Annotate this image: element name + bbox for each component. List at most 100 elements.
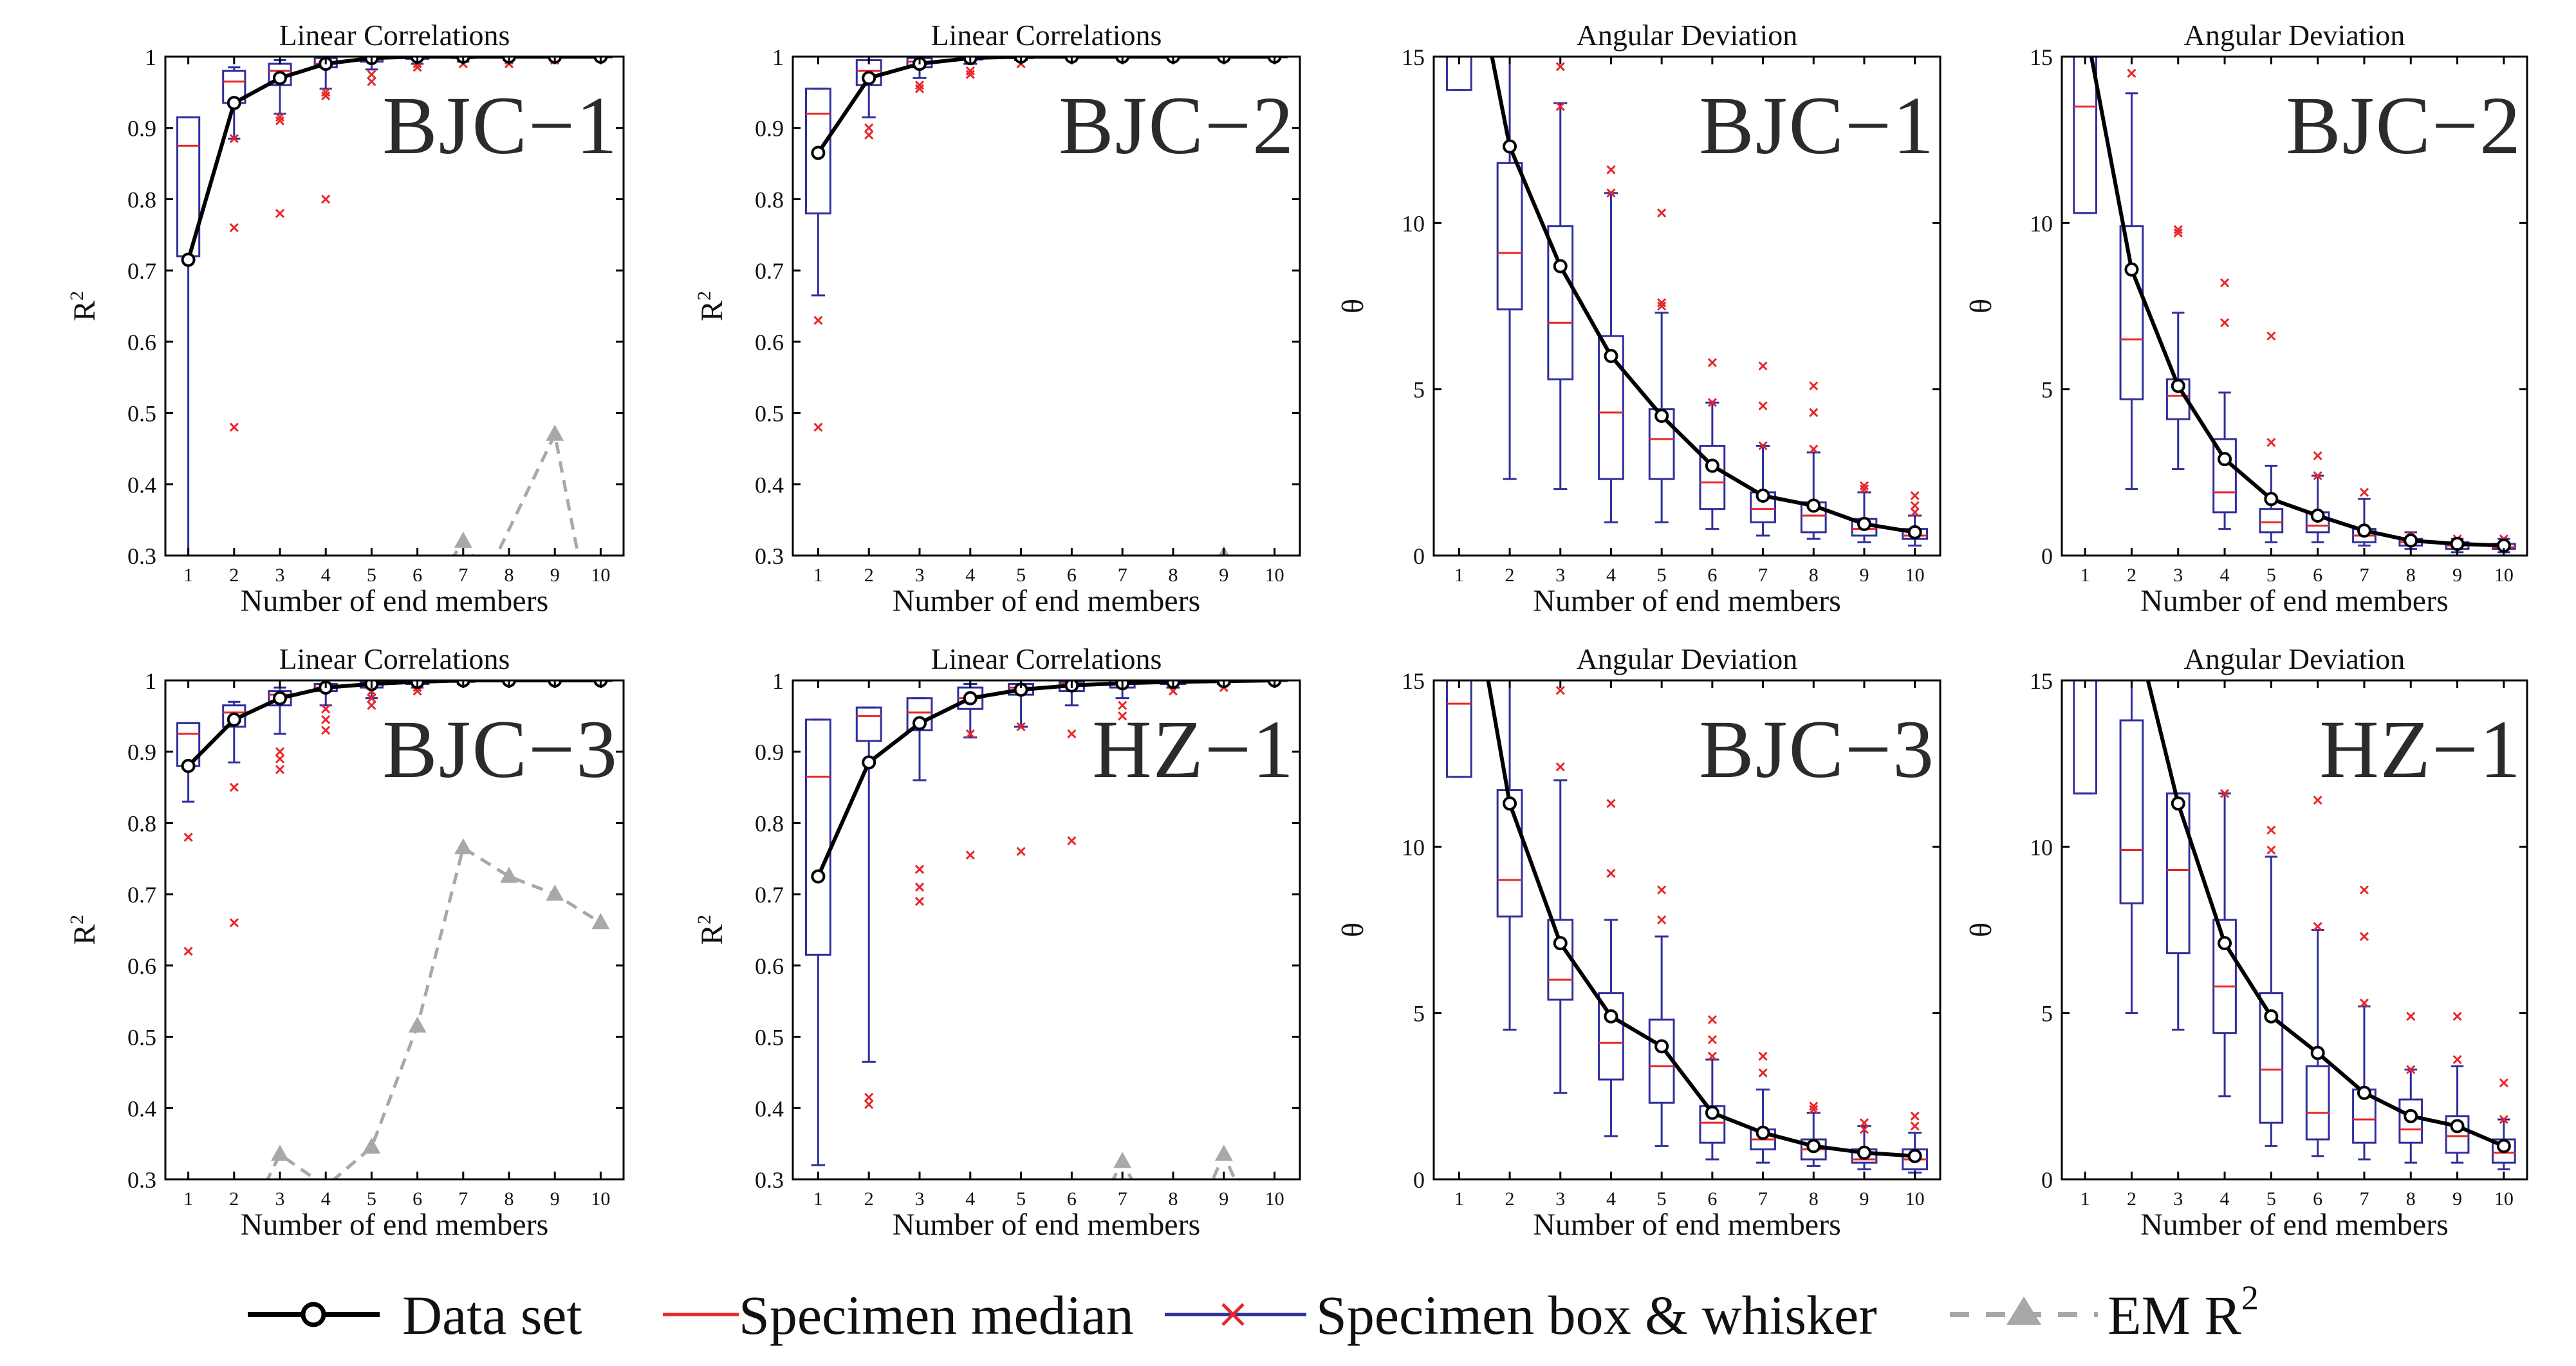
y-axis-label: θ — [1336, 922, 1370, 937]
outlier-point — [2359, 885, 2369, 895]
box-iqr — [1648, 1018, 1675, 1104]
x-tick-label: 6 — [2313, 1188, 2322, 1210]
em-r2-line — [266, 845, 602, 1179]
outlier-point — [275, 209, 285, 218]
y-tick-label: 15 — [2030, 668, 2053, 694]
outlier-point — [2359, 931, 2369, 941]
dataset-point — [811, 145, 826, 160]
x-tick-label: 8 — [1169, 565, 1178, 586]
y-tick-label: 0.8 — [755, 187, 784, 212]
dataset-name-label: HZ−1 — [1092, 704, 1295, 795]
panel-title: Linear Correlations — [279, 642, 510, 675]
panel-title: Linear Correlations — [931, 642, 1162, 675]
box-plot — [2305, 929, 2330, 1157]
plot-frame — [1432, 679, 1941, 1181]
y-tick-label: 0.5 — [127, 1025, 156, 1051]
outlier-point — [1606, 868, 1616, 878]
y-tick-label: 0 — [2041, 1167, 2053, 1193]
outlier-point — [2266, 438, 2276, 447]
box-iqr — [2305, 1065, 2330, 1141]
y-axis-label: θ — [1336, 299, 1370, 313]
y-tick-label: 0 — [2041, 543, 2053, 569]
outlier-point — [864, 1099, 874, 1109]
outlier-point — [1657, 885, 1667, 895]
box-iqr — [1445, 680, 1472, 778]
y-tick-label: 0.6 — [127, 953, 156, 979]
box-iqr — [2165, 792, 2191, 955]
outlier-point — [965, 70, 975, 79]
box-iqr — [2398, 1098, 2423, 1144]
dataset-name-label: HZ−1 — [2319, 704, 2522, 795]
box-iqr — [1445, 57, 1472, 91]
x-tick-label: 3 — [2173, 1188, 2183, 1210]
dataset-name-label: BJC−3 — [1699, 704, 1935, 795]
y-tick-label: 15 — [2030, 44, 2053, 70]
outlier-point — [2359, 487, 2369, 497]
box-plot — [2119, 92, 2144, 491]
em-r2-point — [546, 424, 564, 441]
x-tick-label: 5 — [1016, 1188, 1026, 1210]
y-tick-label: 0.9 — [755, 740, 784, 765]
x-tick-label: 2 — [1505, 565, 1515, 586]
box-iqr — [804, 718, 831, 956]
box-iqr — [1496, 789, 1523, 918]
box-plot — [1547, 779, 1574, 1094]
outlier-point — [1606, 799, 1616, 809]
y-tick-label: 0.6 — [755, 953, 784, 979]
x-tick-label: 9 — [1219, 1188, 1228, 1210]
y-tick-label: 0.8 — [127, 810, 156, 836]
x-tick-label: 3 — [1555, 1188, 1565, 1210]
box-plot — [2119, 680, 2144, 1015]
em-r2-point — [271, 1145, 289, 1161]
box-iqr — [804, 88, 831, 215]
chart-panel-7: 0 5 10 15 1 2 3 4 5 6 7 8 9 10 Angular Deviation Number… — [1336, 642, 1941, 1242]
x-tick-label: 10 — [2494, 565, 2514, 586]
plot-area — [1445, 680, 1929, 1174]
x-tick-label: 1 — [813, 1188, 823, 1210]
outlier-point — [1758, 441, 1768, 451]
dataset-point — [862, 71, 876, 86]
x-tick-label: 7 — [1118, 565, 1127, 586]
x-tick-label: 1 — [183, 1188, 193, 1210]
box-plot — [222, 700, 246, 763]
outlier-point — [864, 130, 874, 140]
legend-median-label: Specimen median — [739, 1284, 1134, 1346]
outlier-point — [965, 729, 975, 739]
outlier-point — [1859, 481, 1869, 491]
outlier-point — [1809, 1105, 1819, 1114]
x-tick-label: 5 — [2266, 1188, 2276, 1210]
y-axis-label: R2 — [694, 915, 729, 945]
outlier-point — [1067, 836, 1077, 846]
y-tick-label: 0.9 — [127, 116, 156, 142]
outlier-point — [1657, 208, 1667, 218]
box-iqr — [2212, 438, 2237, 514]
y-tick-label: 0.5 — [127, 401, 156, 427]
outlier-point — [2452, 1054, 2462, 1065]
y-tick-label: 0.4 — [755, 1096, 784, 1121]
x-tick-label: 2 — [2127, 565, 2136, 586]
x-tick-label: 5 — [367, 565, 376, 586]
outlier-point — [2219, 789, 2230, 798]
dataset-line — [2145, 680, 2505, 1148]
box-iqr — [2259, 992, 2284, 1124]
outlier-point — [914, 883, 925, 892]
em-r2-point — [1113, 1152, 1132, 1168]
plot-frame — [164, 55, 625, 557]
box-plot — [804, 718, 831, 1166]
outlier-point — [229, 422, 239, 432]
legend-box-outlier-marker — [1221, 1303, 1245, 1326]
y-tick-label: 0.9 — [755, 116, 784, 142]
dataset-point — [181, 252, 196, 267]
outlier-point — [275, 116, 285, 126]
y-tick-label: 0.6 — [755, 330, 784, 355]
x-axis-label: Number of end members — [1533, 584, 1841, 618]
legend-box-label: Specimen box & whisker — [1316, 1284, 1877, 1346]
box-plot — [1800, 451, 1827, 540]
x-tick-label: 7 — [1758, 565, 1768, 586]
em-r2-point — [408, 1016, 427, 1033]
dataset-point — [1705, 1105, 1719, 1120]
x-tick-label: 1 — [1454, 1188, 1464, 1210]
plot-frame — [1432, 55, 1941, 557]
outlier-point — [813, 422, 823, 432]
outlier-point — [2499, 1114, 2508, 1125]
